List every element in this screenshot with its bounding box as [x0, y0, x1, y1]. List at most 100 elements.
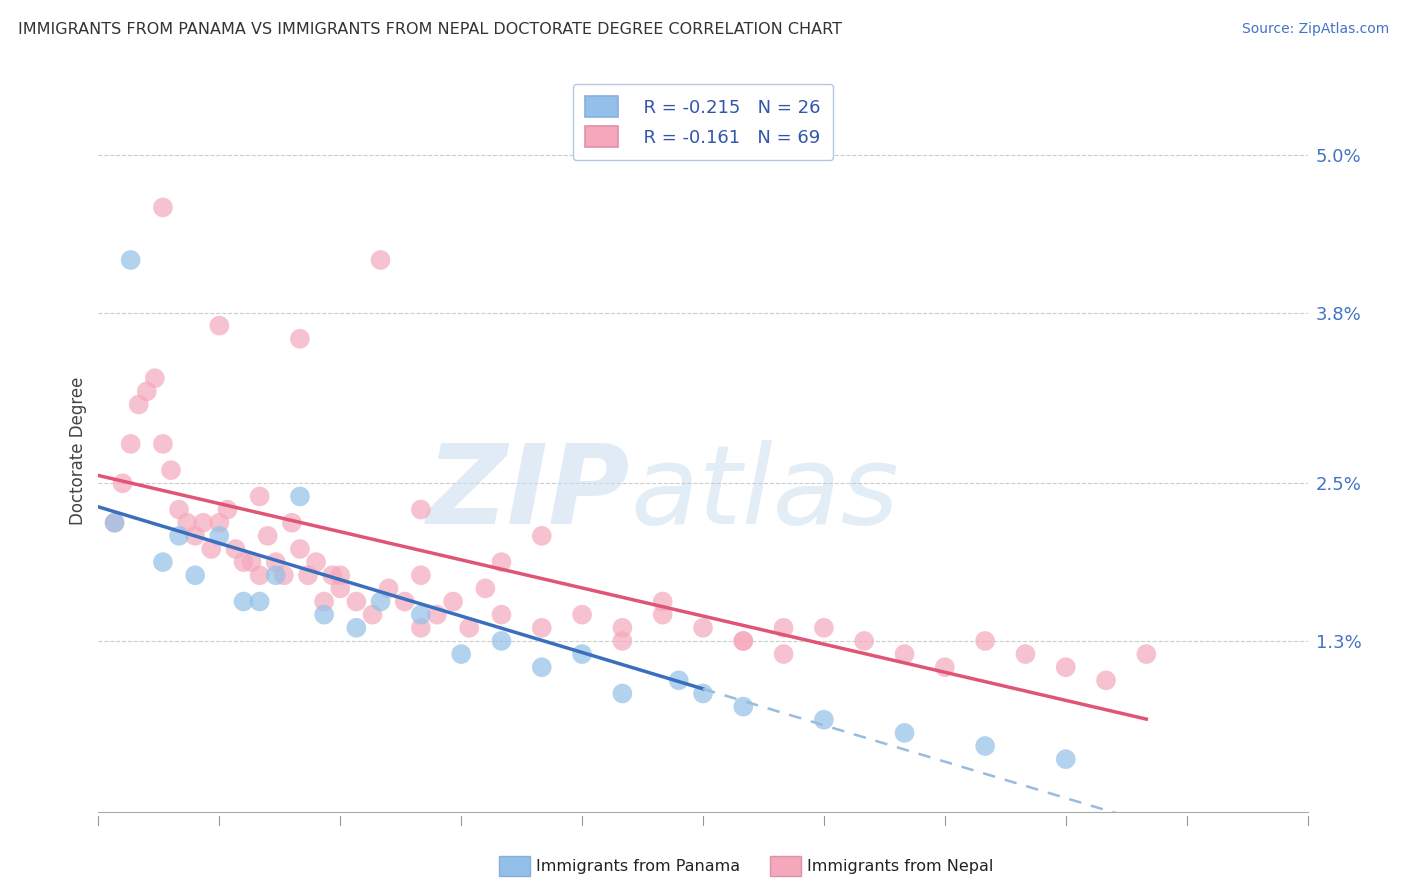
- Point: [370, 594, 392, 608]
- Point: [321, 568, 343, 582]
- Point: [208, 529, 231, 543]
- Point: [184, 568, 207, 582]
- Point: [103, 516, 125, 530]
- Point: [1054, 660, 1077, 674]
- Point: [441, 594, 464, 608]
- Point: [167, 529, 190, 543]
- Point: [409, 621, 432, 635]
- Point: [281, 516, 304, 530]
- Point: [361, 607, 384, 622]
- Point: [120, 252, 142, 267]
- Point: [668, 673, 690, 688]
- Point: [103, 516, 125, 530]
- Point: [200, 541, 222, 556]
- Point: [394, 594, 416, 608]
- Point: [249, 568, 271, 582]
- Point: [329, 582, 352, 596]
- Point: [305, 555, 328, 569]
- Point: [853, 634, 876, 648]
- Y-axis label: Doctorate Degree: Doctorate Degree: [69, 376, 87, 524]
- Text: 0.0%: 0.0%: [90, 890, 132, 892]
- Point: [120, 437, 142, 451]
- Point: [409, 502, 432, 516]
- Point: [264, 555, 287, 569]
- Text: 15.0%: 15.0%: [1263, 890, 1316, 892]
- Point: [813, 621, 835, 635]
- Point: [934, 660, 956, 674]
- Text: atlas: atlas: [630, 441, 898, 548]
- Point: [530, 660, 553, 674]
- Point: [314, 594, 336, 608]
- Point: [152, 437, 174, 451]
- Point: [612, 634, 634, 648]
- Point: [152, 555, 174, 569]
- Point: [240, 555, 263, 569]
- Point: [458, 621, 481, 635]
- Point: [288, 332, 311, 346]
- Point: [571, 647, 593, 661]
- Point: [329, 568, 352, 582]
- Point: [974, 634, 997, 648]
- Point: [264, 568, 287, 582]
- Point: [314, 607, 336, 622]
- Point: [344, 594, 367, 608]
- Point: [1095, 673, 1118, 688]
- Point: [692, 686, 714, 700]
- Point: [256, 529, 278, 543]
- Point: [160, 463, 183, 477]
- Point: [344, 621, 367, 635]
- Point: [249, 490, 271, 504]
- Point: [530, 621, 553, 635]
- Point: [224, 541, 246, 556]
- Point: [733, 634, 755, 648]
- Point: [152, 201, 174, 215]
- Point: [612, 686, 634, 700]
- Point: [450, 647, 472, 661]
- Point: [474, 582, 496, 596]
- Point: [571, 607, 593, 622]
- Point: [491, 634, 513, 648]
- Point: [1014, 647, 1036, 661]
- Point: [733, 634, 755, 648]
- Point: [111, 476, 134, 491]
- Point: [491, 607, 513, 622]
- Point: [813, 713, 835, 727]
- Point: [409, 607, 432, 622]
- Legend:   R = -0.215   N = 26,   R = -0.161   N = 69: R = -0.215 N = 26, R = -0.161 N = 69: [572, 84, 834, 160]
- Text: Source: ZipAtlas.com: Source: ZipAtlas.com: [1241, 22, 1389, 37]
- Point: [184, 529, 207, 543]
- Point: [232, 555, 254, 569]
- Point: [974, 739, 997, 753]
- Point: [893, 647, 915, 661]
- Point: [193, 516, 215, 530]
- Point: [1135, 647, 1157, 661]
- Point: [772, 647, 794, 661]
- Point: [143, 371, 166, 385]
- Point: [651, 594, 673, 608]
- Point: [530, 529, 553, 543]
- Point: [249, 594, 271, 608]
- Point: [217, 502, 239, 516]
- Text: Immigrants from Panama: Immigrants from Panama: [536, 859, 740, 873]
- Point: [135, 384, 157, 399]
- Point: [377, 582, 399, 596]
- Point: [297, 568, 319, 582]
- Point: [288, 541, 311, 556]
- Point: [176, 516, 198, 530]
- Point: [426, 607, 449, 622]
- Point: [1054, 752, 1077, 766]
- Point: [893, 726, 915, 740]
- Point: [491, 555, 513, 569]
- Point: [733, 699, 755, 714]
- Point: [128, 397, 150, 411]
- Text: IMMIGRANTS FROM PANAMA VS IMMIGRANTS FROM NEPAL DOCTORATE DEGREE CORRELATION CHA: IMMIGRANTS FROM PANAMA VS IMMIGRANTS FRO…: [18, 22, 842, 37]
- Point: [692, 621, 714, 635]
- Point: [409, 568, 432, 582]
- Point: [208, 318, 231, 333]
- Point: [651, 607, 673, 622]
- Point: [232, 594, 254, 608]
- Point: [612, 621, 634, 635]
- Point: [288, 490, 311, 504]
- Point: [273, 568, 295, 582]
- Point: [167, 502, 190, 516]
